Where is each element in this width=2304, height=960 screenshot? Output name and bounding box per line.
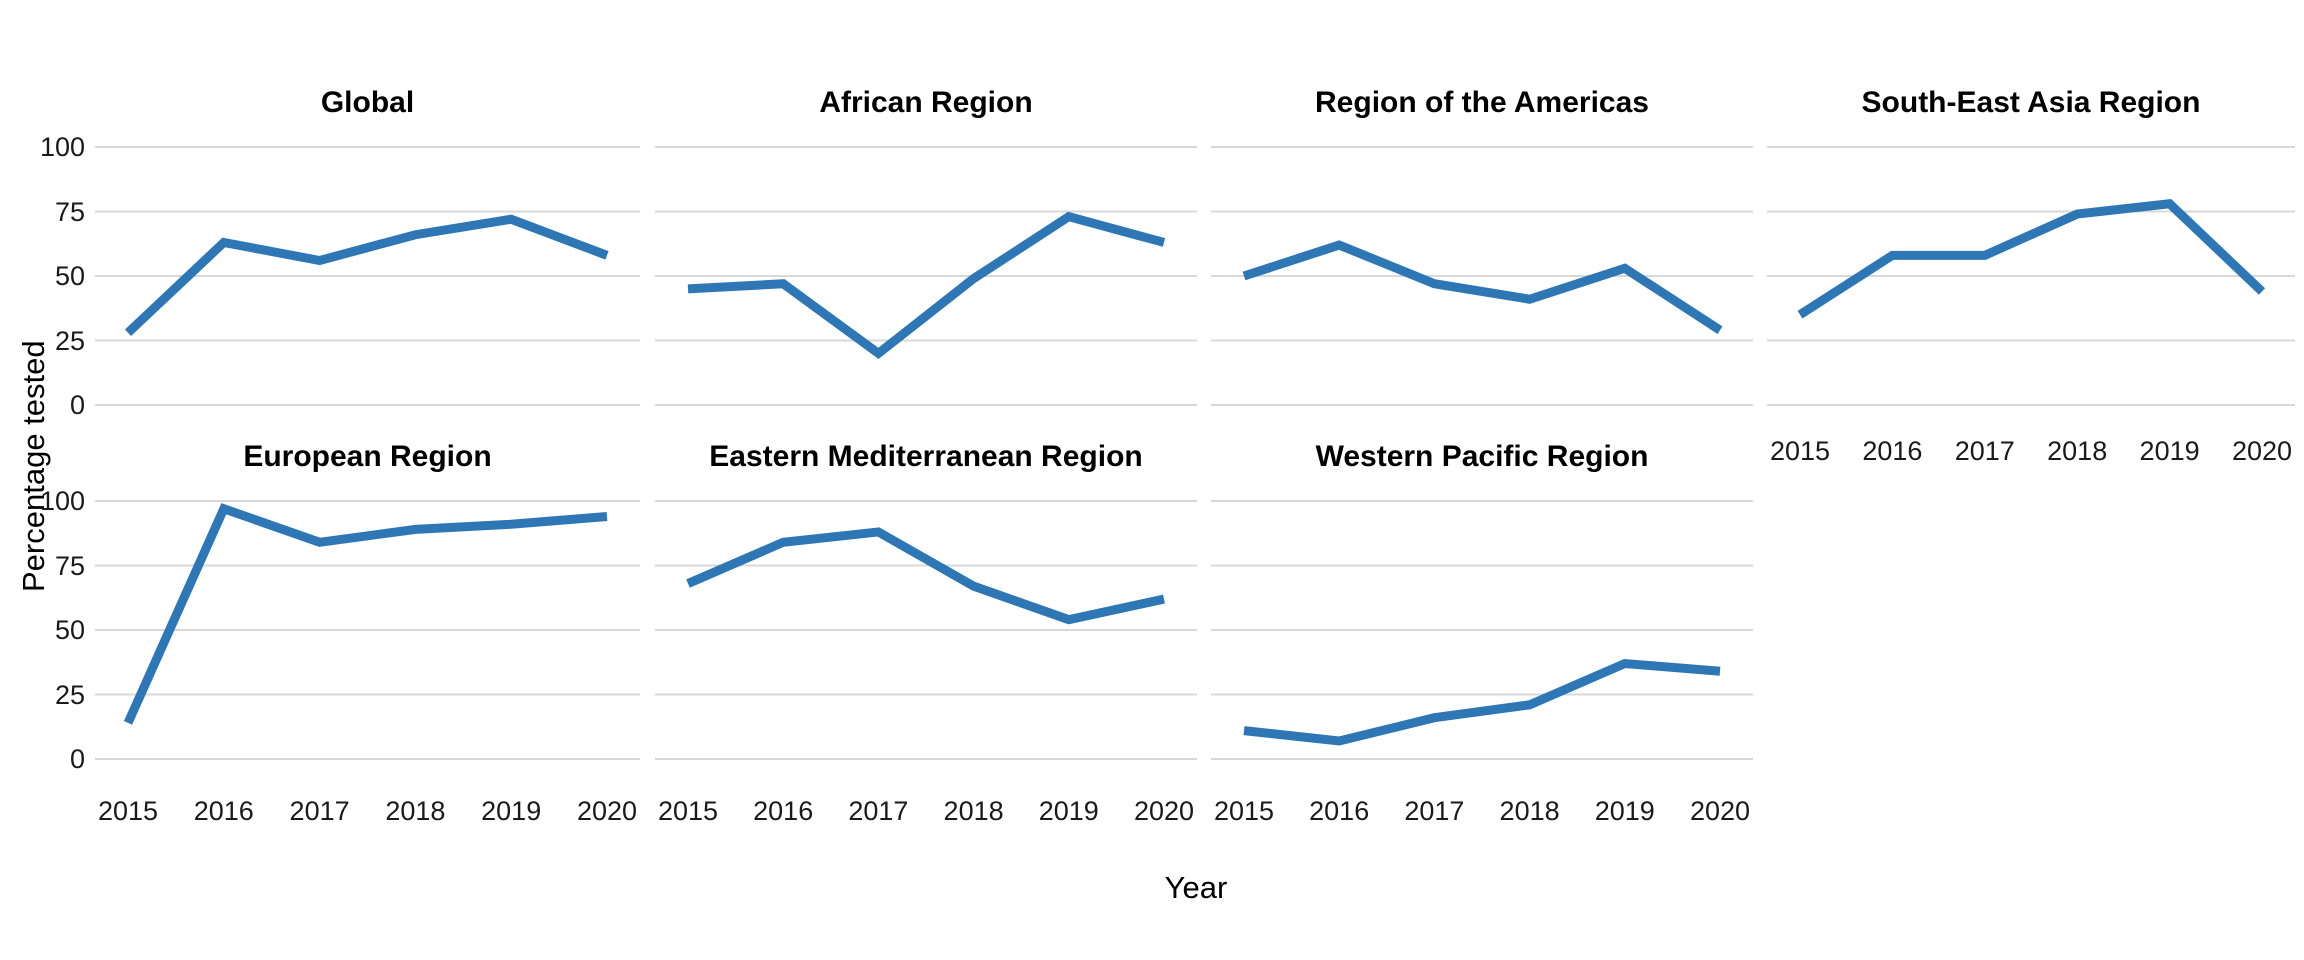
x-tick-label: 2020 <box>576 796 638 826</box>
x-tick-label: 2020 <box>2231 436 2293 466</box>
facet-panel <box>95 500 640 760</box>
facet-title: Western Pacific Region <box>1315 440 1649 473</box>
y-tick-label: 50 <box>54 261 85 291</box>
x-tick-label: 2018 <box>2047 436 2108 466</box>
x-tick-label: 2015 <box>657 796 719 826</box>
x-tick-label: 2018 <box>1499 796 1560 826</box>
x-tick-label: 2016 <box>1862 436 1923 466</box>
y-tick-label: 100 <box>39 486 85 516</box>
x-tick-label: 2019 <box>481 796 542 826</box>
x-tick-label: 2019 <box>1038 796 1099 826</box>
x-tick-label: 2018 <box>385 796 446 826</box>
y-tick-label: 25 <box>54 325 85 356</box>
facet-panel <box>95 146 640 406</box>
y-tick-label: 0 <box>69 390 85 420</box>
trend-line <box>123 503 608 725</box>
trend-line <box>686 527 1165 625</box>
y-tick-label: 50 <box>54 615 85 645</box>
x-tick-label: 2017 <box>1404 796 1465 826</box>
facet-title: Region of the Americas <box>1315 86 1649 119</box>
y-tick-label: 0 <box>69 744 85 774</box>
trend-line <box>687 211 1166 360</box>
x-tick-label: 2019 <box>1594 796 1655 826</box>
facet-title: European Region <box>243 440 492 473</box>
x-axis-title: Year <box>1164 870 1228 905</box>
trend-line <box>1242 240 1723 334</box>
y-tick-label: 100 <box>39 132 85 162</box>
y-tick-label: 25 <box>54 679 85 710</box>
facet-panel <box>655 146 1197 406</box>
facet-panel <box>1211 500 1753 760</box>
facet-panel <box>655 500 1197 760</box>
x-tick-label: 2017 <box>848 796 909 826</box>
x-tick-label: 2018 <box>943 796 1004 826</box>
facet-title: Global <box>320 86 415 119</box>
facet-panel <box>1767 146 2295 406</box>
x-tick-label: 2020 <box>1689 796 1751 826</box>
x-tick-label: 2015 <box>1213 796 1275 826</box>
x-tick-label: 2020 <box>1133 796 1195 826</box>
facet-title: South-East Asia Region <box>1861 86 2201 119</box>
facet-title: Eastern Mediterranean Region <box>709 440 1143 473</box>
x-tick-label: 2017 <box>289 796 350 826</box>
y-tick-label: 75 <box>54 196 85 227</box>
x-tick-label: 2015 <box>1769 436 1831 466</box>
trend-line <box>124 214 609 337</box>
x-tick-label: 2016 <box>1309 796 1370 826</box>
trend-line <box>1797 199 2266 319</box>
x-tick-label: 2016 <box>193 796 254 826</box>
x-tick-label: 2015 <box>97 796 159 826</box>
facet-panel <box>1211 146 1753 406</box>
facet-title: African Region <box>819 86 1033 119</box>
x-tick-label: 2017 <box>1954 436 2015 466</box>
x-tick-label: 2019 <box>2139 436 2200 466</box>
trend-line <box>1243 658 1721 746</box>
x-tick-label: 2016 <box>753 796 814 826</box>
y-tick-label: 75 <box>54 550 85 581</box>
